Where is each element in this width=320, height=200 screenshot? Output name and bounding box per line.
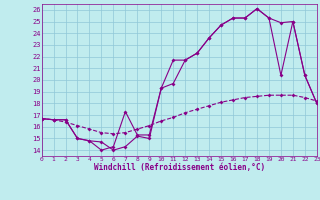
X-axis label: Windchill (Refroidissement éolien,°C): Windchill (Refroidissement éolien,°C) bbox=[94, 163, 265, 172]
